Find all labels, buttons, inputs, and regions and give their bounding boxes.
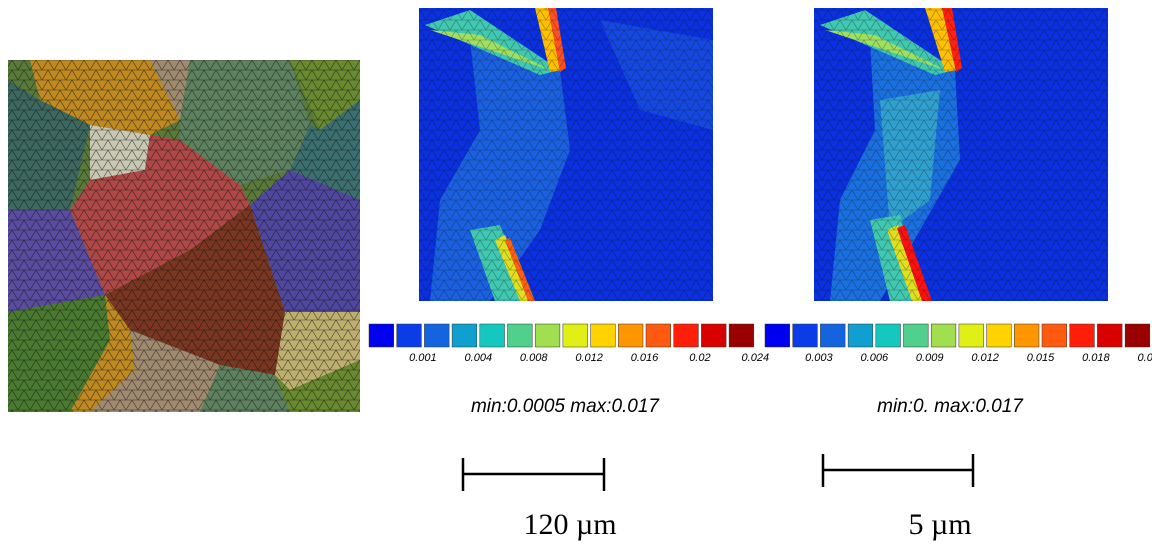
color-swatch bbox=[764, 323, 790, 348]
range-text: min:0.0005 max:0.017 bbox=[471, 396, 660, 417]
colorbar-label: 0.02 bbox=[689, 352, 710, 364]
grain-map bbox=[8, 60, 360, 412]
color-swatch bbox=[903, 323, 929, 348]
colorbar-label: 0.001 bbox=[409, 352, 437, 364]
color-swatch bbox=[424, 323, 450, 348]
colorbar-label: 0.003 bbox=[805, 352, 833, 364]
colorbar-label: 0.004 bbox=[465, 352, 493, 364]
scale-label: 5 µm bbox=[908, 508, 971, 541]
color-swatch bbox=[930, 323, 957, 348]
color-swatch bbox=[958, 323, 984, 348]
field-map bbox=[419, 8, 713, 301]
scale-label: 120 µm bbox=[523, 508, 616, 541]
color-swatch bbox=[1041, 323, 1067, 348]
color-swatch bbox=[673, 323, 699, 348]
color-swatch bbox=[1069, 323, 1095, 348]
colorbar-label: 0.008 bbox=[520, 352, 548, 364]
color-swatch bbox=[645, 323, 671, 348]
colorbar-label: 0.021 bbox=[1138, 352, 1152, 364]
colorbar-label: 0.009 bbox=[916, 352, 944, 364]
colorbar-label: 0.024 bbox=[742, 352, 770, 364]
colorbar-label: 0.006 bbox=[861, 352, 889, 364]
color-swatch bbox=[507, 323, 533, 348]
color-swatch bbox=[534, 323, 561, 348]
color-swatch bbox=[618, 323, 644, 348]
colorbar-label: 0.016 bbox=[631, 352, 659, 364]
color-swatch bbox=[701, 323, 727, 348]
color-swatch bbox=[1097, 323, 1123, 348]
color-swatch bbox=[451, 323, 478, 348]
color-swatch bbox=[368, 323, 394, 348]
color-swatch bbox=[847, 323, 874, 348]
color-swatch bbox=[875, 323, 901, 348]
color-swatch bbox=[728, 323, 755, 348]
color-swatch bbox=[986, 323, 1012, 348]
field-map bbox=[814, 8, 1108, 301]
colorbar-label: 0.018 bbox=[1082, 352, 1110, 364]
scale-bar bbox=[461, 454, 975, 491]
color-swatch bbox=[479, 323, 505, 348]
colorbar-label: 0.012 bbox=[971, 352, 999, 364]
color-swatch bbox=[792, 323, 818, 348]
colorbars: 0.001 0.004 0.008 0.012 0.016 0.02 0.024 0.003 0… bbox=[368, 323, 1152, 364]
colorbar-label: 0.012 bbox=[575, 352, 603, 364]
range-text: min:0. max:0.017 bbox=[877, 396, 1024, 417]
color-swatch bbox=[396, 323, 422, 348]
color-swatch bbox=[1014, 323, 1040, 348]
colorbar-label: 0.015 bbox=[1027, 352, 1055, 364]
color-swatch bbox=[1124, 323, 1151, 348]
color-swatch bbox=[590, 323, 616, 348]
color-swatch bbox=[820, 323, 846, 348]
color-swatch bbox=[562, 323, 588, 348]
